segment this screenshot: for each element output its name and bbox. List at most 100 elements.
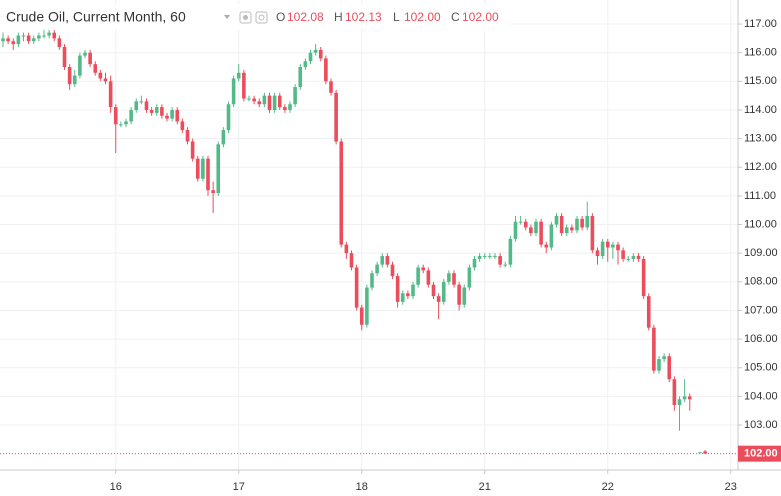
candle-body: [298, 67, 303, 88]
candle-body: [134, 101, 139, 110]
candle-body: [554, 215, 559, 225]
candle-body: [226, 104, 231, 131]
dropdown-icon[interactable]: [224, 15, 230, 19]
candle-body: [231, 78, 236, 105]
candle-body: [318, 49, 323, 59]
candle-body: [605, 241, 610, 248]
candle-body: [1, 38, 5, 42]
candle-body: [626, 258, 631, 260]
candle-body: [16, 35, 21, 45]
candle-body: [672, 379, 677, 405]
candle-body: [518, 221, 523, 223]
candle-body: [324, 58, 328, 82]
legend-value: 102.00: [404, 10, 441, 24]
candle-body: [175, 109, 180, 122]
candle-body: [293, 87, 297, 105]
candle-body: [103, 78, 108, 82]
candle-body: [334, 92, 338, 142]
visibility-icon[interactable]: [239, 11, 252, 24]
y-tick-label: 108.00: [744, 276, 778, 288]
price-axis: [738, 0, 781, 496]
candle-body: [390, 264, 395, 277]
legend-value: 102.13: [345, 10, 382, 24]
candle-body: [113, 107, 118, 125]
candle-body: [544, 244, 549, 248]
candle-body: [216, 144, 221, 194]
candle-body: [108, 81, 113, 108]
candle-body: [641, 258, 646, 297]
candle-body: [636, 256, 641, 259]
candle-body: [436, 296, 441, 302]
candle-body: [564, 227, 569, 234]
candle-body: [83, 52, 87, 56]
candle-body: [277, 95, 282, 108]
candle-body: [375, 264, 379, 274]
candle-body: [580, 218, 584, 228]
candle-body: [308, 52, 313, 62]
y-tick-label: 112.00: [744, 161, 777, 173]
candle-body: [385, 256, 390, 265]
candle-body: [149, 109, 154, 113]
candle-body: [98, 72, 103, 79]
candle-body: [47, 32, 51, 36]
candle-body: [119, 124, 123, 126]
candle-body: [621, 250, 625, 259]
y-tick-label: 103.00: [744, 419, 778, 431]
y-tick-label: 116.00: [744, 47, 777, 59]
legend-key: O: [276, 10, 285, 24]
candle-body: [406, 293, 410, 297]
candle-body: [211, 190, 215, 194]
candle-body: [365, 287, 369, 325]
candle-body: [206, 158, 210, 191]
candle-body: [344, 244, 349, 254]
candle-body: [513, 221, 518, 239]
candle-body: [78, 55, 82, 76]
ohlc-legend: O 102.08 H 102.13 L 102.00 C 102.00: [276, 10, 499, 24]
legend-value: 102.00: [462, 10, 499, 24]
candle-body: [503, 264, 508, 266]
candle-body: [252, 98, 256, 102]
candle-body: [482, 256, 487, 258]
candle-body: [52, 32, 57, 39]
settings-icon[interactable]: [255, 11, 268, 24]
candle-body: [426, 270, 431, 285]
candle-body: [431, 284, 436, 297]
candle-body: [488, 256, 492, 258]
candle-body: [303, 61, 308, 68]
x-tick-label: 16: [110, 481, 122, 493]
candle-body: [329, 81, 333, 93]
candle-body: [395, 276, 400, 302]
candle-body: [416, 267, 420, 285]
candle-body: [529, 227, 533, 234]
y-tick-label: 105.00: [744, 362, 778, 374]
candle-body: [616, 244, 620, 251]
candle-body: [236, 72, 241, 79]
y-tick-label: 104.00: [744, 390, 778, 402]
candle-body: [687, 396, 692, 400]
y-tick-label: 106.00: [744, 333, 778, 345]
x-tick-label: 18: [356, 481, 368, 493]
candle-body: [124, 121, 128, 125]
legend-value: 102.08: [287, 10, 324, 24]
grid: [0, 0, 738, 470]
candle-body: [37, 35, 41, 39]
candle-body: [62, 46, 67, 68]
candle-body: [457, 284, 461, 305]
candle-body: [508, 238, 513, 265]
candle-body: [380, 256, 385, 265]
candle-body: [493, 256, 497, 258]
candle-body: [31, 38, 36, 42]
legend-key: H: [334, 10, 343, 24]
candle-body: [221, 130, 226, 145]
candle-body: [652, 327, 656, 371]
candle-body: [421, 267, 426, 271]
candle-body: [42, 35, 46, 37]
last-price-label: 102.00: [744, 448, 778, 460]
legend-key: L: [393, 10, 400, 24]
x-tick-label: 22: [602, 481, 614, 493]
candle-body: [539, 221, 543, 245]
candle-body: [646, 296, 651, 328]
candle-body: [144, 101, 149, 110]
